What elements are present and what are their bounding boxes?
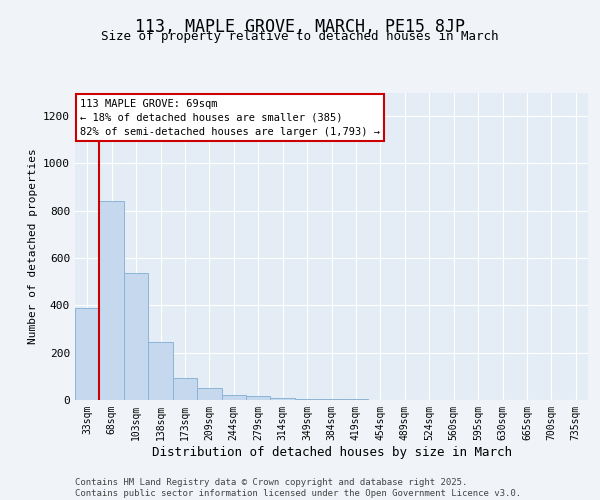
Bar: [344, 399, 368, 400]
Text: Contains HM Land Registry data © Crown copyright and database right 2025.
Contai: Contains HM Land Registry data © Crown c…: [75, 478, 521, 498]
Bar: [173, 378, 197, 400]
Bar: [197, 388, 221, 400]
Text: 113, MAPLE GROVE, MARCH, PE15 8JP: 113, MAPLE GROVE, MARCH, PE15 8JP: [135, 18, 465, 36]
Bar: [124, 274, 148, 400]
Bar: [100, 202, 124, 400]
Bar: [148, 342, 173, 400]
Y-axis label: Number of detached properties: Number of detached properties: [28, 148, 38, 344]
Bar: [75, 308, 100, 400]
Bar: [221, 396, 246, 400]
X-axis label: Distribution of detached houses by size in March: Distribution of detached houses by size …: [151, 446, 511, 458]
Bar: [295, 399, 319, 400]
Bar: [246, 396, 271, 400]
Bar: [271, 398, 295, 400]
Text: 113 MAPLE GROVE: 69sqm
← 18% of detached houses are smaller (385)
82% of semi-de: 113 MAPLE GROVE: 69sqm ← 18% of detached…: [80, 98, 380, 136]
Text: Size of property relative to detached houses in March: Size of property relative to detached ho…: [101, 30, 499, 43]
